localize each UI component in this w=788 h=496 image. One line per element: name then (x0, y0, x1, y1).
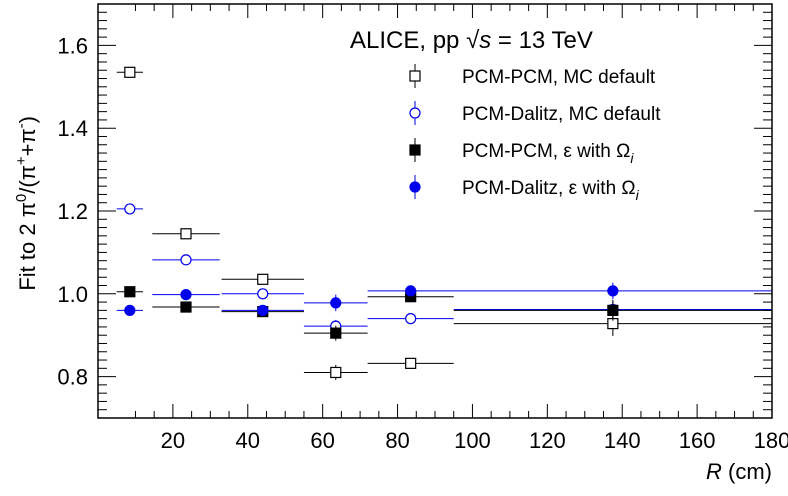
x-tick-labels: 20 40 60 80 100 120 140 160 180 (161, 428, 788, 453)
x-tick-label: 180 (754, 428, 788, 453)
data-point (330, 327, 342, 339)
data-point (124, 304, 136, 316)
data-point (180, 228, 192, 240)
data-point (405, 285, 417, 297)
data-point (405, 313, 417, 325)
data-point (257, 288, 269, 300)
legend: PCM-PCM, MC default PCM-Dalitz, MC defaul… (409, 64, 661, 203)
x-axis-title: R (cm) (706, 459, 772, 484)
plot-frame (97, 3, 773, 419)
data-point (180, 301, 192, 313)
data-point (257, 273, 269, 285)
x-tick-label: 160 (679, 428, 716, 453)
data-point (607, 285, 619, 297)
data-point (330, 366, 342, 379)
chart-header: ALICE, pp √s = 13 TeV (350, 27, 593, 54)
x-tick-label: 20 (161, 428, 185, 453)
x-tick-label: 60 (310, 428, 334, 453)
data-point (405, 357, 417, 369)
y-tick-labels: 0.8 1.0 1.2 1.4 1.6 (57, 33, 88, 389)
x-tick-label: 120 (529, 428, 566, 453)
x-tick-label: 40 (236, 428, 260, 453)
legend-marker (409, 181, 421, 193)
series-1 (116, 66, 772, 380)
series-4 (116, 282, 772, 316)
tick-marks (98, 3, 773, 419)
data-point (124, 203, 136, 215)
legend-marker (409, 70, 421, 82)
data-point (607, 304, 619, 316)
data-points (116, 66, 772, 380)
y-tick-label: 0.8 (57, 365, 88, 390)
legend-label: PCM-PCM, MC default (462, 67, 656, 88)
x-tick-label: 140 (604, 428, 641, 453)
y-tick-label: 1.2 (57, 199, 88, 224)
x-tick-label: 80 (385, 428, 409, 453)
legend-label: PCM-Dalitz, MC default (462, 104, 661, 125)
data-point (257, 304, 269, 316)
legend-marker (409, 144, 421, 156)
series-3 (116, 286, 772, 341)
legend-marker (409, 107, 421, 119)
data-point (330, 297, 342, 309)
legend-label: PCM-Dalitz, ε with Ωi (462, 178, 640, 203)
data-point (180, 254, 192, 266)
data-point (180, 289, 192, 301)
y-tick-label: 1.0 (57, 282, 88, 307)
legend-label: PCM-PCM, ε with Ωi (462, 141, 634, 166)
x-tick-label: 100 (454, 428, 491, 453)
data-point (124, 66, 136, 78)
y-tick-label: 1.4 (57, 116, 88, 141)
y-tick-label: 1.6 (57, 33, 88, 58)
data-point (124, 286, 136, 298)
y-axis-title: Fit to 2 π0/(π++π-) (13, 116, 40, 291)
